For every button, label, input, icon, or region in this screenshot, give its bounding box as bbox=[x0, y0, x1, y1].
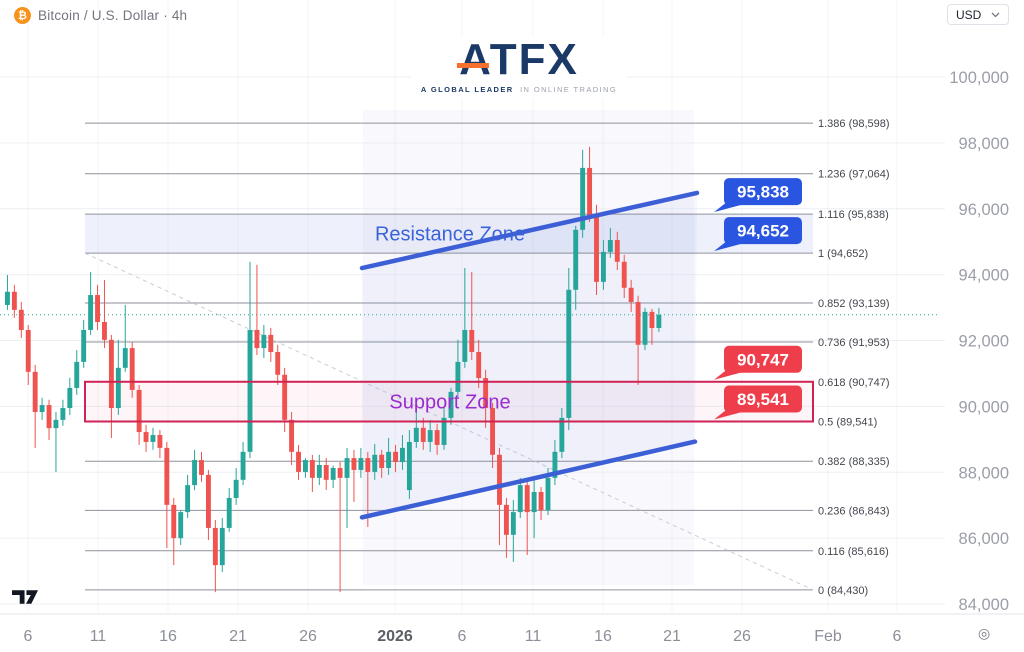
svg-text:6: 6 bbox=[458, 628, 467, 645]
svg-text:26: 26 bbox=[299, 628, 317, 645]
svg-text:0.618 (90,747): 0.618 (90,747) bbox=[818, 377, 890, 389]
atfx-tagline: A GLOBAL LEADER IN ONLINE TRADING bbox=[421, 85, 617, 94]
svg-text:90,000: 90,000 bbox=[959, 398, 1009, 416]
symbol-title: Bitcoin / U.S. Dollar · 4h bbox=[38, 8, 188, 23]
svg-text:89,541: 89,541 bbox=[737, 390, 789, 409]
atfx-wordmark: ATFX bbox=[457, 35, 579, 84]
svg-text:6: 6 bbox=[24, 628, 33, 645]
svg-text:86,000: 86,000 bbox=[959, 530, 1009, 548]
bitcoin-icon: ₿ bbox=[14, 7, 31, 24]
svg-text:1.236 (97,064): 1.236 (97,064) bbox=[818, 169, 890, 181]
svg-text:16: 16 bbox=[159, 628, 177, 645]
atfx-tagline-rest: IN ONLINE TRADING bbox=[520, 85, 618, 94]
chevron-down-icon bbox=[991, 12, 1000, 17]
svg-text:21: 21 bbox=[229, 628, 247, 645]
axis-settings-icon[interactable]: ◎ bbox=[978, 626, 991, 642]
atfx-brand-text: ATFX bbox=[459, 35, 579, 84]
svg-text:11: 11 bbox=[525, 628, 542, 645]
svg-text:21: 21 bbox=[663, 628, 681, 645]
atfx-logo: ATFX A GLOBAL LEADER IN ONLINE TRADING bbox=[410, 35, 628, 98]
currency-selector[interactable]: USD bbox=[947, 4, 1009, 25]
svg-text:100,000: 100,000 bbox=[949, 69, 1009, 87]
svg-text:95,838: 95,838 bbox=[737, 183, 789, 202]
tradingview-icon bbox=[12, 590, 39, 604]
currency-value: USD bbox=[956, 7, 982, 22]
svg-text:1.116 (95,838): 1.116 (95,838) bbox=[818, 209, 889, 221]
svg-text:0.5 (89,541): 0.5 (89,541) bbox=[818, 416, 877, 428]
svg-text:1.386 (98,598): 1.386 (98,598) bbox=[818, 118, 890, 130]
svg-text:90,747: 90,747 bbox=[737, 350, 789, 369]
tradingview-logo[interactable] bbox=[12, 587, 39, 610]
atfx-tagline-bold: A GLOBAL LEADER bbox=[420, 85, 514, 94]
svg-text:88,000: 88,000 bbox=[959, 464, 1009, 482]
svg-text:11: 11 bbox=[90, 628, 107, 645]
svg-text:0.116 (85,616): 0.116 (85,616) bbox=[818, 546, 889, 558]
svg-text:2026: 2026 bbox=[377, 628, 413, 645]
svg-text:94,000: 94,000 bbox=[959, 267, 1009, 285]
svg-text:6: 6 bbox=[893, 628, 902, 645]
svg-text:0.736 (91,953): 0.736 (91,953) bbox=[818, 337, 890, 349]
svg-text:0.236 (86,843): 0.236 (86,843) bbox=[818, 505, 890, 517]
svg-text:Support Zone: Support Zone bbox=[389, 392, 510, 414]
svg-text:0.382 (88,335): 0.382 (88,335) bbox=[818, 456, 890, 468]
svg-text:0.852 (93,139): 0.852 (93,139) bbox=[818, 298, 890, 310]
symbol-info[interactable]: ₿ Bitcoin / U.S. Dollar · 4h bbox=[14, 7, 187, 24]
svg-text:84,000: 84,000 bbox=[959, 596, 1009, 614]
svg-text:Feb: Feb bbox=[814, 628, 842, 645]
svg-text:96,000: 96,000 bbox=[959, 201, 1009, 219]
atfx-orange-bar-icon bbox=[457, 63, 490, 68]
svg-text:1 (94,652): 1 (94,652) bbox=[818, 248, 868, 260]
svg-text:16: 16 bbox=[594, 628, 612, 645]
svg-text:Resistance Zone: Resistance Zone bbox=[375, 224, 525, 246]
svg-text:92,000: 92,000 bbox=[959, 333, 1009, 351]
svg-text:26: 26 bbox=[733, 628, 751, 645]
svg-text:94,652: 94,652 bbox=[737, 222, 789, 241]
svg-text:0 (84,430): 0 (84,430) bbox=[818, 585, 868, 597]
svg-text:98,000: 98,000 bbox=[959, 135, 1009, 153]
